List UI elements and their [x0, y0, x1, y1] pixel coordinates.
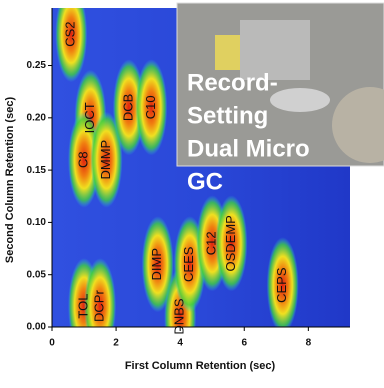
- x-axis-label: First Column Retention (sec): [125, 360, 276, 372]
- y-tick-label: 0.10: [27, 217, 47, 228]
- peak-blob: [215, 195, 248, 292]
- y-tick-label: 0.20: [27, 112, 47, 123]
- peak-blob: [55, 8, 88, 83]
- y-tick-label: 0.05: [27, 269, 47, 280]
- peak-blob: [68, 111, 101, 208]
- peak-label: DMMP: [98, 140, 113, 180]
- peak-label: C10: [143, 95, 158, 119]
- inset-title-line: Record-: [187, 69, 278, 96]
- peak-blob: [112, 59, 145, 156]
- peak-label: DCB: [120, 94, 135, 121]
- inset-title-line: Dual Micro: [187, 135, 310, 162]
- y-tick-label: 0.25: [27, 60, 47, 71]
- inset-photo: [176, 2, 384, 167]
- peak-label: DIMP: [149, 248, 164, 281]
- peak-label: OSDEMP: [223, 215, 238, 271]
- peak-label: CS2: [63, 21, 78, 46]
- peak-blob: [84, 258, 117, 327]
- x-tick-label: 0: [49, 338, 55, 349]
- peak-blob: [135, 59, 168, 156]
- peak-blob: [266, 237, 299, 327]
- x-tick-label: 6: [241, 338, 247, 349]
- peak-label: C8: [75, 151, 90, 168]
- y-tick-label: 0.15: [27, 165, 47, 176]
- x-tick-label: 2: [113, 338, 119, 349]
- x-tick-label: 4: [177, 338, 183, 349]
- peak-label: DCPr: [92, 290, 107, 322]
- peak-label: C12: [204, 231, 219, 255]
- peak-label: CEPS: [274, 267, 289, 303]
- peak-label: DNBS: [172, 298, 187, 334]
- peak-label: TOL: [75, 294, 90, 319]
- x-tick-label: 8: [306, 338, 312, 349]
- y-axis-label: Second Column Retention (sec): [4, 97, 16, 264]
- peak-label: IOCT: [82, 102, 97, 133]
- peak-label: CEES: [181, 246, 196, 282]
- inset-title-line: GC: [187, 168, 223, 195]
- inset-title-line: Setting: [187, 102, 268, 129]
- y-tick-label: 0.00: [27, 322, 47, 333]
- peak-blob: [90, 111, 123, 208]
- peak-blob: [141, 216, 174, 313]
